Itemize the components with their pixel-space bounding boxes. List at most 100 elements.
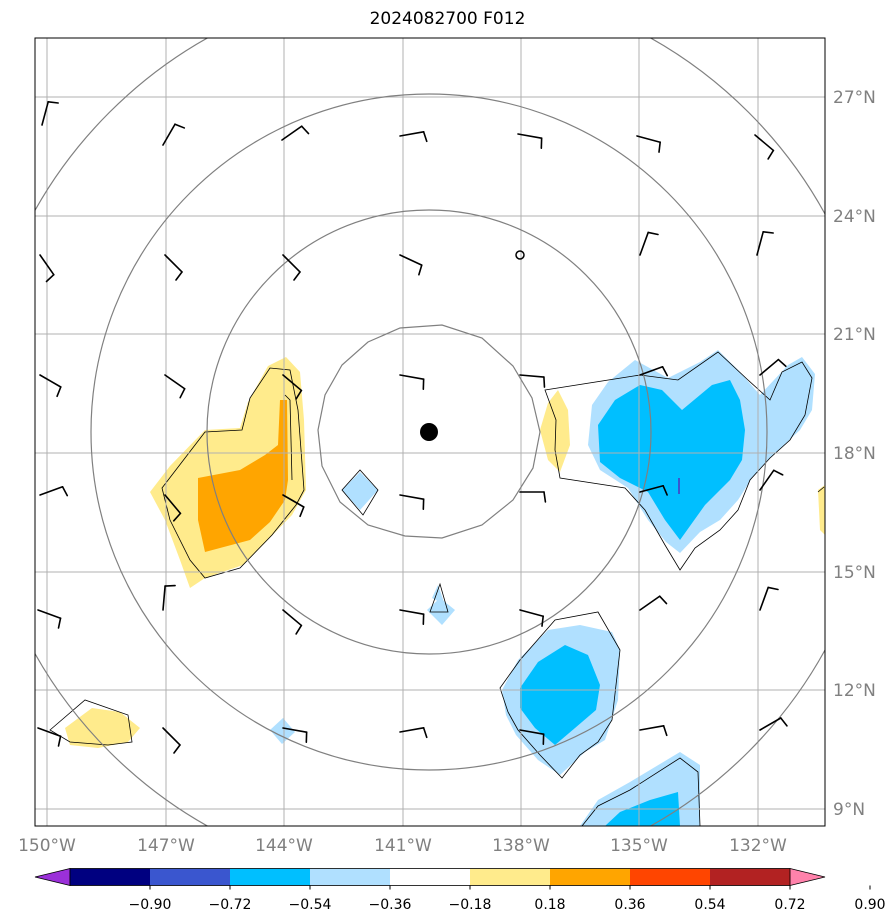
positive-region-strong (198, 400, 288, 552)
shaded-field (65, 350, 825, 826)
latitude-tick-label: 21°N (833, 325, 876, 345)
wind-barb (164, 254, 183, 281)
colorbar-bin (70, 868, 151, 886)
colorbar-bin (390, 868, 471, 886)
colorbar-tick-label: 0.18 (534, 897, 565, 913)
longitude-tick-label: 141°W (374, 836, 432, 856)
wind-barb (399, 374, 425, 390)
wind-barb (759, 717, 788, 731)
longitude-tick-label: 150°W (18, 836, 76, 856)
colorbar-tick-label: 0.90 (854, 897, 885, 913)
negative-region-light (758, 368, 808, 445)
wind-barb (399, 254, 423, 276)
wind-barb (164, 374, 186, 399)
longitude-tick-label: 144°W (255, 836, 313, 856)
negative-region (520, 645, 600, 745)
colorbar-bin (470, 868, 551, 886)
longitude-axis: 150°W 147°W 144°W 141°W 138°W 135°W 132°W (18, 836, 787, 856)
wind-barb (759, 586, 779, 611)
wind-barb (639, 725, 668, 737)
wind-barb (639, 231, 659, 256)
wind-barb (519, 491, 547, 503)
range-ring (206, 209, 652, 655)
wind-barb (162, 727, 181, 754)
wind-barb (639, 484, 668, 496)
negative-region-light (270, 718, 295, 744)
wind-barb (759, 358, 787, 376)
wind-barb (759, 469, 784, 491)
latitude-tick-label: 9°N (833, 800, 865, 820)
gridlines (35, 38, 825, 826)
latitude-tick-label: 27°N (833, 88, 876, 108)
storm-center-marker (420, 423, 438, 441)
colorbar-tick-label: −0.72 (209, 897, 252, 913)
wind-barb (517, 133, 543, 149)
negative-region (678, 478, 680, 494)
longitude-tick-label: 138°W (492, 836, 550, 856)
latitude-axis: 27°N 24°N 21°N 18°N 15°N 12°N 9°N (833, 88, 876, 820)
range-ring (90, 93, 768, 771)
positive-region-light (65, 708, 140, 748)
colorbar-tick-label: −0.54 (289, 897, 332, 913)
map-title: 2024082700 F012 (369, 9, 526, 29)
negative-region (598, 380, 745, 540)
wind-barb (399, 131, 428, 143)
wind-barb (519, 374, 546, 388)
map-frame (34, 37, 826, 827)
latitude-tick-label: 15°N (833, 563, 876, 583)
contour-lines (49, 351, 825, 826)
wind-barb (399, 727, 428, 739)
colorbar-extend-high (789, 867, 826, 887)
longitude-tick-label: 135°W (610, 836, 668, 856)
wind-barb (756, 231, 774, 256)
wind-barb (37, 727, 62, 747)
positive-region-light (818, 485, 825, 535)
colorbar-tick-label: −0.36 (369, 897, 412, 913)
negative-region-light (427, 598, 455, 625)
negative-region-light (342, 472, 378, 510)
latitude-tick-label: 24°N (833, 207, 876, 227)
colorbar-bin (630, 868, 711, 886)
colorbar-bin (230, 868, 311, 886)
wind-barb (519, 729, 545, 745)
wind-barb (636, 135, 661, 153)
colorbar: −0.90 −0.72 −0.54 −0.36 −0.18 0.18 0.36 0.54 0.7… (34, 867, 886, 913)
wind-barb (281, 125, 310, 141)
wind-barb (39, 374, 62, 398)
colorbar-bin (150, 868, 231, 886)
wind-barb (282, 374, 303, 400)
calm-wind-marker (515, 250, 525, 260)
wind-barb (162, 123, 186, 146)
range-rings (35, 38, 825, 826)
colorbar-bin (710, 868, 791, 886)
wind-barb (39, 485, 69, 497)
wind-barb (282, 609, 303, 635)
latitude-tick-label: 12°N (833, 681, 876, 701)
colorbar-bin (310, 868, 391, 886)
wind-barb (164, 494, 182, 522)
colorbar-tick-label: 0.36 (614, 897, 645, 913)
longitude-tick-label: 132°W (729, 836, 787, 856)
colorbar-tick-label: 0.72 (774, 897, 805, 913)
range-ring-inner (317, 324, 541, 539)
wind-barb (639, 595, 668, 611)
wind-barb (37, 609, 62, 629)
wind-barb (754, 134, 775, 160)
wind-barb (282, 727, 308, 743)
wind-barb (41, 101, 59, 126)
wind-barb (519, 609, 544, 627)
colorbar-extend-low (34, 867, 71, 887)
positive-region-light (540, 390, 570, 472)
negative-region-light (432, 585, 445, 605)
colorbar-tick-label: −0.18 (449, 897, 492, 913)
wind-barb (399, 494, 425, 510)
wind-barb (282, 494, 305, 518)
wind-barb (39, 254, 55, 283)
wind-barb (162, 584, 176, 611)
colorbar-tick-label: −0.90 (129, 897, 172, 913)
latitude-tick-label: 18°N (833, 444, 876, 464)
longitude-tick-label: 147°W (137, 836, 195, 856)
colorbar-bin (550, 868, 631, 886)
colorbar-tick-label: 0.54 (694, 897, 725, 913)
